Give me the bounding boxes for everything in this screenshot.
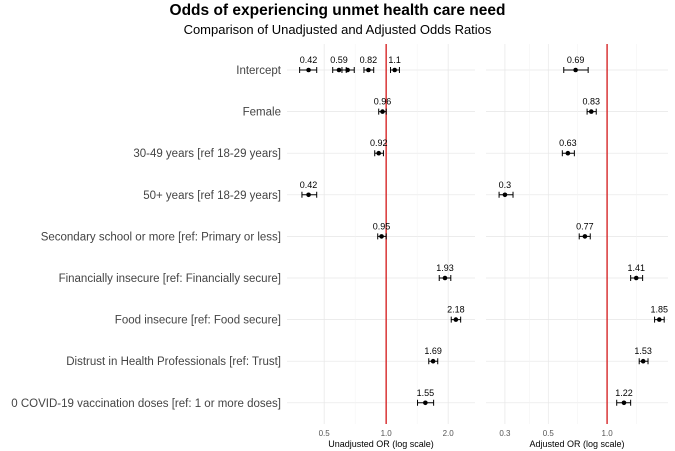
data-label: 0.95	[373, 221, 391, 231]
row-label: 50+ years [ref 18-29 years]	[143, 190, 281, 202]
row-label: Female	[243, 107, 281, 119]
data-label: 0.69	[567, 55, 585, 65]
row-label: Secondary school or more [ref: Primary o…	[41, 231, 281, 243]
data-point	[502, 192, 508, 198]
x-axis-label: Unadjusted OR (log scale)	[328, 439, 434, 449]
data-label: 0.63	[559, 138, 577, 148]
x-tick-label: 1.0	[381, 429, 393, 438]
data-label: 0.82	[360, 55, 378, 65]
data-point	[573, 67, 578, 73]
data-point	[588, 109, 594, 114]
data-point	[621, 400, 627, 406]
row-label: Intercept	[236, 65, 282, 77]
data-label: 1.41	[627, 263, 645, 273]
data-point	[392, 67, 397, 73]
data-label: 1.1	[388, 55, 401, 65]
row-labels: Intercept Female 30-49 years [ref 18-29 ye…	[11, 65, 282, 410]
data-point	[423, 400, 428, 406]
data-label: 0.42	[300, 180, 318, 190]
panel-adjusted: 0.3 0.5 1.0 0.69 0.83 0.63 0.3 0.77 1.41 1.85 1.53…	[486, 44, 668, 449]
data-point	[336, 67, 342, 73]
data-point	[430, 358, 436, 364]
data-point	[565, 150, 571, 156]
data-point	[345, 67, 350, 73]
panel-unadjusted: 0.5 1.0 2.0 0.42 0.59 0.82 1.1 0.96 0.92 0.42 0.95…	[287, 44, 475, 449]
data-label: 1.69	[424, 346, 442, 356]
data-point	[582, 234, 588, 239]
data-point	[306, 67, 311, 73]
x-tick-label: 0.3	[499, 429, 511, 438]
data-label: 1.22	[615, 388, 633, 398]
x-axis-label: Adjusted OR (log scale)	[529, 439, 624, 449]
data-label: 1.53	[634, 346, 652, 356]
data-point	[442, 275, 448, 281]
row-label: Food insecure [ref: Food secure]	[115, 315, 281, 327]
data-label: 0.42	[300, 55, 318, 65]
data-point	[453, 317, 459, 322]
data-label: 1.55	[417, 388, 435, 398]
data-label: 2.18	[447, 305, 465, 315]
row-label: 30-49 years [ref 18-29 years]	[133, 148, 281, 160]
x-tick-label: 0.5	[543, 429, 555, 438]
data-label: 1.93	[436, 263, 454, 273]
chart-title: Odds of experiencing unmet health care n…	[170, 2, 506, 19]
x-tick-label: 0.5	[319, 429, 331, 438]
x-tick-label: 1.0	[602, 429, 614, 438]
data-label: 0.83	[583, 97, 601, 107]
data-point	[379, 234, 384, 239]
chart-subtitle: Comparison of Unadjusted and Adjusted Od…	[184, 22, 492, 37]
data-point	[656, 317, 662, 322]
data-label: 0.77	[576, 221, 594, 231]
data-point	[306, 192, 311, 198]
row-label: Financially insecure [ref: Financially s…	[59, 273, 281, 285]
data-label: 0.92	[370, 138, 388, 148]
data-point	[376, 150, 382, 156]
data-label: 0.96	[374, 97, 392, 107]
data-point	[640, 358, 646, 364]
data-label: 0.3	[499, 180, 512, 190]
row-label: Distrust in Health Professionals [ref: T…	[66, 356, 281, 368]
row-label: 0 COVID-19 vaccination doses [ref: 1 or …	[11, 398, 281, 410]
data-point	[366, 67, 371, 73]
data-point	[633, 275, 639, 281]
data-label: 1.85	[651, 305, 669, 315]
data-label: 0.59	[330, 55, 348, 65]
data-point	[380, 109, 385, 114]
x-tick-label: 2.0	[443, 429, 455, 438]
